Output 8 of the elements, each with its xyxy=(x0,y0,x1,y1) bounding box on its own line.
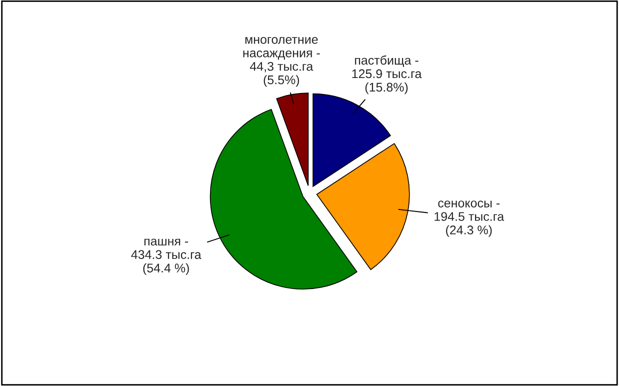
data-label: 44,3 тыс.га (5.5%) xyxy=(250,62,314,87)
slice-label: многолетние насаждения - xyxy=(243,37,320,60)
data-label: 125.9 тыс.га (15.8%) xyxy=(352,69,422,94)
slice-label: сенокосы - xyxy=(438,200,500,208)
slice-label: пашня - xyxy=(144,238,188,246)
slice-label: пастбища - xyxy=(355,55,418,68)
data-label: 194.5 тыс.га (24.3 %) xyxy=(434,212,504,237)
data-label: 434.3 тыс.га (54.4 %) xyxy=(131,250,202,275)
